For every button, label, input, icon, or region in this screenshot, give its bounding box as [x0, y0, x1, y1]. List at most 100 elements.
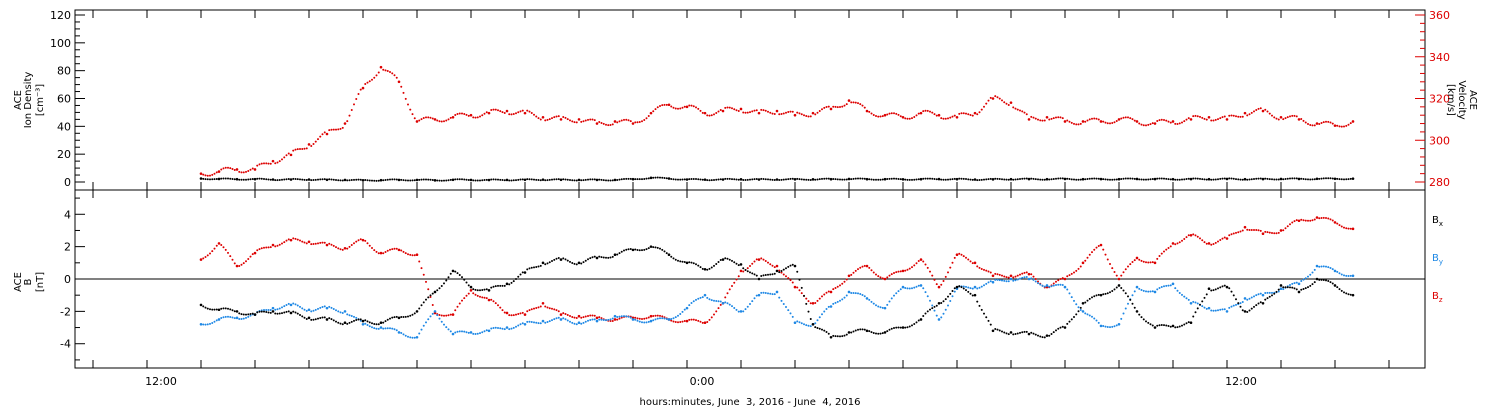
- bz-series-point: [1081, 261, 1085, 265]
- by-series-point: [677, 314, 679, 317]
- density-series-point: [1124, 177, 1127, 180]
- by-series-point: [283, 305, 286, 308]
- bx-series-point: [890, 327, 893, 330]
- density-series-point: [717, 178, 720, 181]
- bz-series-point: [461, 299, 463, 302]
- by-series-point: [1235, 303, 1237, 306]
- by-series-point: [1151, 290, 1154, 293]
- density-series-point: [451, 178, 455, 182]
- by-series-point: [1322, 265, 1325, 268]
- density-ytick-label: 120: [50, 9, 71, 22]
- bz-series-point: [391, 248, 394, 251]
- density-series-point: [337, 179, 340, 182]
- bz-series-point: [1007, 276, 1010, 279]
- by-series-point: [634, 318, 637, 321]
- bz-series-point: [287, 238, 290, 241]
- by-series-point: [1187, 298, 1190, 301]
- velocity-series-point: [1271, 114, 1273, 117]
- bz-series-point: [443, 314, 445, 317]
- bz-series-point: [1061, 277, 1064, 280]
- bx-series-point: [220, 307, 223, 310]
- by-series-point: [1345, 274, 1348, 277]
- bz-series-point: [373, 249, 376, 252]
- density-series-point: [708, 179, 711, 182]
- velocity-series-point: [825, 105, 828, 108]
- bx-series-point: [1345, 292, 1348, 295]
- velocity-series-point: [533, 113, 535, 116]
- velocity-series-point: [1111, 122, 1114, 125]
- density-series-point: [1201, 178, 1204, 181]
- by-series-point: [1320, 265, 1323, 268]
- density-series-point: [1351, 177, 1355, 180]
- bx-series-point: [829, 335, 833, 339]
- density-series-point: [490, 178, 493, 181]
- bx-series-point: [879, 332, 882, 335]
- by-series-point: [973, 285, 977, 289]
- by-series-point: [449, 330, 452, 333]
- density-series-point: [503, 179, 506, 182]
- bx-series-point: [1275, 290, 1278, 293]
- velocity-series-point: [708, 114, 711, 117]
- bz-series-point: [1012, 276, 1015, 279]
- velocity-series-point: [769, 111, 772, 114]
- bz-series-point: [904, 269, 907, 272]
- bz-series-point: [1212, 242, 1215, 245]
- bz-series-point: [1221, 237, 1224, 240]
- bz-series-point: [310, 243, 313, 246]
- by-series-point: [762, 291, 765, 294]
- bx-series-point: [1232, 294, 1235, 297]
- bx-series-point: [339, 322, 342, 325]
- density-series-point: [573, 179, 576, 182]
- velocity-series-point: [670, 105, 673, 108]
- bx-series-point: [1320, 278, 1323, 281]
- bx-series-point: [515, 277, 517, 280]
- by-series-point: [1176, 289, 1179, 292]
- bx-series-point: [445, 279, 448, 282]
- velocity-series-point: [859, 103, 862, 106]
- bz-series-point: [922, 260, 925, 263]
- by-series-point: [978, 286, 981, 289]
- density-series-point: [1183, 178, 1186, 181]
- by-series-point: [1313, 268, 1316, 271]
- density-series-point: [1304, 178, 1307, 181]
- by-series-point: [895, 292, 898, 295]
- bz-series-point: [1019, 273, 1021, 276]
- bx-series-point: [1239, 305, 1242, 308]
- velocity-series-point: [1097, 118, 1100, 121]
- bx-series-point: [1210, 289, 1213, 292]
- velocity-series-point: [1055, 116, 1057, 119]
- bz-series-point: [641, 317, 643, 320]
- bz-series-point: [775, 264, 779, 268]
- density-series-point: [677, 178, 679, 181]
- velocity-series-point: [1300, 118, 1303, 121]
- density-series-point: [1045, 177, 1049, 181]
- density-series-point: [213, 178, 216, 181]
- bx-series-point: [1212, 289, 1215, 292]
- density-series-point: [366, 179, 369, 182]
- velocity-series-point: [1329, 121, 1332, 124]
- by-series-point: [1111, 325, 1114, 328]
- by-series-point: [233, 317, 236, 320]
- bz-series-point: [1253, 228, 1255, 231]
- bx-series-point: [1207, 287, 1211, 291]
- density-series-point: [199, 177, 203, 180]
- bx-series-point: [283, 311, 286, 314]
- bx-series-point: [1043, 336, 1046, 339]
- velocity-series-point: [1340, 125, 1343, 128]
- bz-series-point: [258, 248, 261, 251]
- bx-series-point: [595, 256, 599, 260]
- bz-series-point: [1156, 257, 1159, 260]
- by-series-point: [409, 336, 412, 339]
- by-series-point: [969, 287, 972, 290]
- by-series-point: [566, 319, 569, 322]
- bx-series-point: [620, 250, 623, 253]
- velocity-series-point: [265, 162, 268, 165]
- density-series-point: [413, 179, 416, 182]
- velocity-series-point: [1129, 117, 1132, 120]
- density-series-point: [325, 178, 329, 182]
- by-series-point: [924, 291, 927, 294]
- bx-series-point: [967, 290, 970, 293]
- density-series-point: [787, 178, 790, 181]
- by-series-point: [553, 318, 556, 321]
- density-series-point: [798, 178, 801, 181]
